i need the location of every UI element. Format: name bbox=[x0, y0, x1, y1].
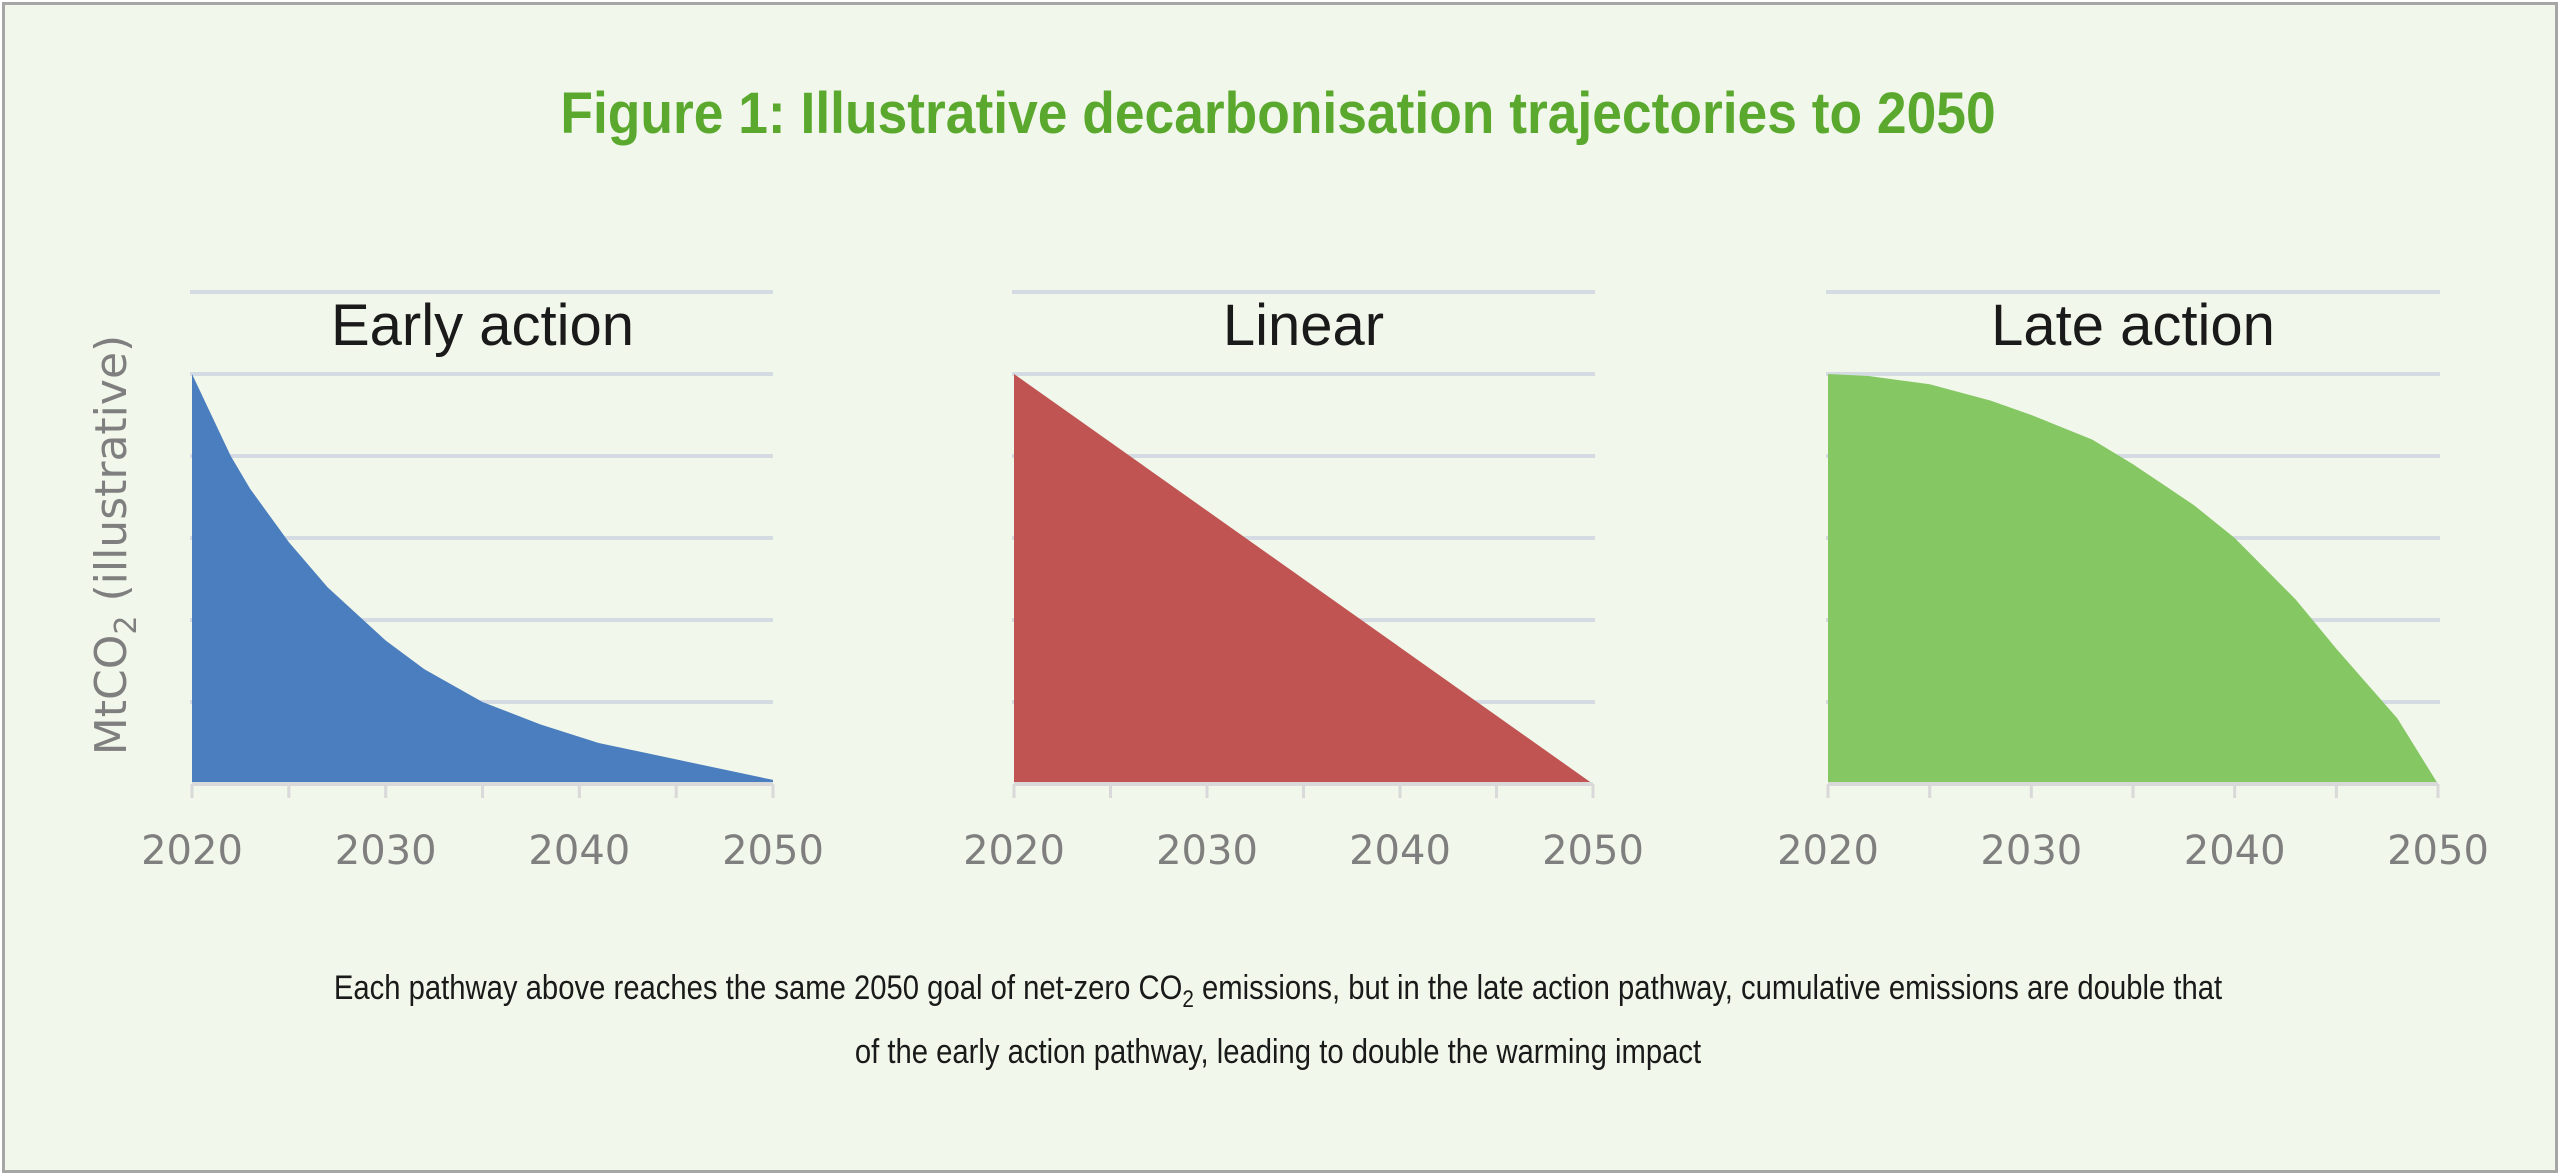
x-tick-label-1-2020: 2020 bbox=[141, 828, 243, 874]
x-tick-label-2-2040: 2040 bbox=[1349, 828, 1451, 874]
panel-title-1: Early action bbox=[331, 293, 634, 358]
x-tick-label-3-2030: 2030 bbox=[1980, 828, 2082, 874]
x-tick-label-2-2030: 2030 bbox=[1156, 828, 1258, 874]
x-tick-label-1-2030: 2030 bbox=[335, 828, 437, 874]
panel-title-3: Late action bbox=[1991, 293, 2275, 358]
x-tick-label-2-2050: 2050 bbox=[1542, 828, 1644, 874]
x-tick-label-1-2050: 2050 bbox=[722, 828, 824, 874]
area-series-3 bbox=[1828, 374, 2438, 784]
area-series-2 bbox=[1014, 374, 1593, 784]
caption-text-1: Each pathway above reaches the same 2050… bbox=[333, 969, 1183, 1007]
figure-title: Figure 1: Illustrative decarbonisation t… bbox=[560, 81, 1996, 146]
x-tick-label-1-2040: 2040 bbox=[528, 828, 630, 874]
caption-text-2: emissions, but in the late action pathwa… bbox=[1193, 969, 2223, 1007]
x-tick-label-2-2020: 2020 bbox=[963, 828, 1065, 874]
caption-subscript: 2 bbox=[1182, 986, 1194, 1013]
x-tick-label-3-2050: 2050 bbox=[2387, 828, 2489, 874]
panel-title-2: Linear bbox=[1223, 293, 1384, 358]
figure-caption: Each pathway above reaches the same 2050… bbox=[179, 962, 2377, 1078]
x-tick-label-3-2040: 2040 bbox=[2184, 828, 2286, 874]
caption-line-2: of the early action pathway, leading to … bbox=[854, 1033, 1702, 1071]
area-series-1 bbox=[192, 374, 773, 784]
x-tick-label-3-2020: 2020 bbox=[1777, 828, 1879, 874]
